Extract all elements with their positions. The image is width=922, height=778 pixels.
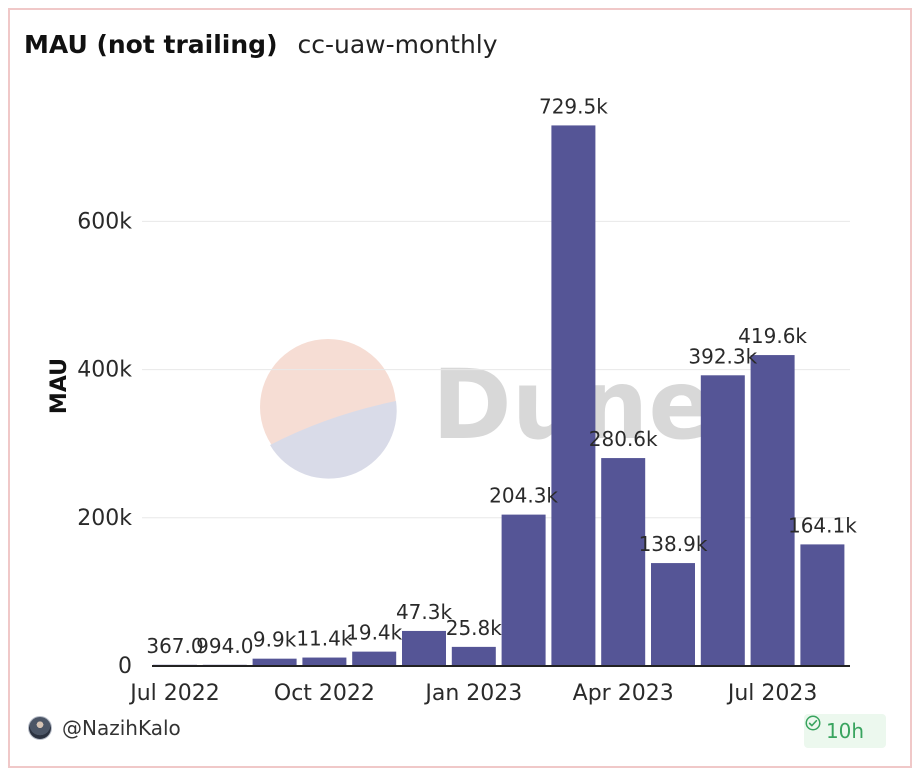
- y-tick-1: 200k: [77, 506, 132, 531]
- x-tick-3: Apr 2023: [573, 681, 674, 706]
- bar-2022-09: [252, 658, 297, 666]
- bar-label-2023-07: 419.6k: [738, 324, 807, 348]
- y-tick-2: 400k: [77, 358, 132, 383]
- bar-label-2023-04: 280.6k: [589, 427, 658, 451]
- bar-label-2022-12: 47.3k: [396, 600, 453, 624]
- bar-label-2023-08: 164.1k: [788, 513, 857, 537]
- age-label: 10h: [825, 719, 865, 743]
- bar-label-2023-05: 138.9k: [639, 532, 708, 556]
- x-tick-2: Jan 2023: [423, 681, 522, 706]
- x-axis-ticks: Jul 2022 Oct 2022 Jan 2023 Apr 2023 Jul 2023: [128, 681, 817, 706]
- chart-header: MAU (not trailing) cc-uaw-monthly: [24, 30, 498, 59]
- bar-label-2022-08: 994.0: [196, 634, 253, 658]
- bar-2023-01: [451, 646, 496, 666]
- x-tick-0: Jul 2022: [128, 681, 220, 706]
- chart-title: MAU (not trailing): [24, 30, 278, 59]
- author-info[interactable]: @NazihKalo: [28, 716, 181, 740]
- y-axis-label: MAU: [47, 358, 72, 414]
- bar-2022-12: [402, 630, 446, 666]
- y-axis-ticks: 0 200k 400k 600k: [77, 209, 132, 679]
- bar-2023-08: [800, 544, 845, 666]
- check-circle-icon: [805, 715, 821, 731]
- y-tick-3: 600k: [77, 209, 132, 234]
- bar-2023-04: [601, 458, 646, 666]
- bars-group: [153, 125, 845, 666]
- x-tick-4: Jul 2023: [726, 681, 818, 706]
- bar-2023-05: [651, 563, 695, 666]
- author-name[interactable]: @NazihKalo: [62, 716, 181, 740]
- bar-label-2023-06: 392.3k: [688, 344, 757, 368]
- bar-2023-07: [750, 355, 795, 666]
- bar-label-2022-11: 19.4k: [346, 621, 403, 645]
- bar-label-2023-02: 204.3k: [489, 484, 558, 508]
- bar-label-2022-09: 9.9k: [253, 628, 297, 652]
- bar-label-2023-03: 729.5k: [539, 94, 608, 118]
- avatar: [28, 716, 52, 740]
- dune-watermark: Dune: [260, 339, 713, 479]
- bar-label-2023-01: 25.8k: [446, 616, 503, 640]
- watermark-half: [270, 401, 397, 479]
- x-tick-1: Oct 2022: [274, 681, 375, 706]
- age-badge: 10h: [804, 714, 886, 748]
- bar-label-2022-07: 367.0: [146, 634, 203, 658]
- bar-2022-10: [302, 657, 347, 666]
- bar-2023-02: [501, 514, 546, 666]
- chart-subtitle: cc-uaw-monthly: [297, 30, 498, 59]
- bar-label-2022-10: 11.4k: [296, 627, 353, 651]
- y-tick-0: 0: [118, 654, 132, 679]
- bar-2023-06: [700, 375, 745, 666]
- bar-2023-03: [551, 125, 596, 666]
- bar-2022-11: [352, 651, 397, 666]
